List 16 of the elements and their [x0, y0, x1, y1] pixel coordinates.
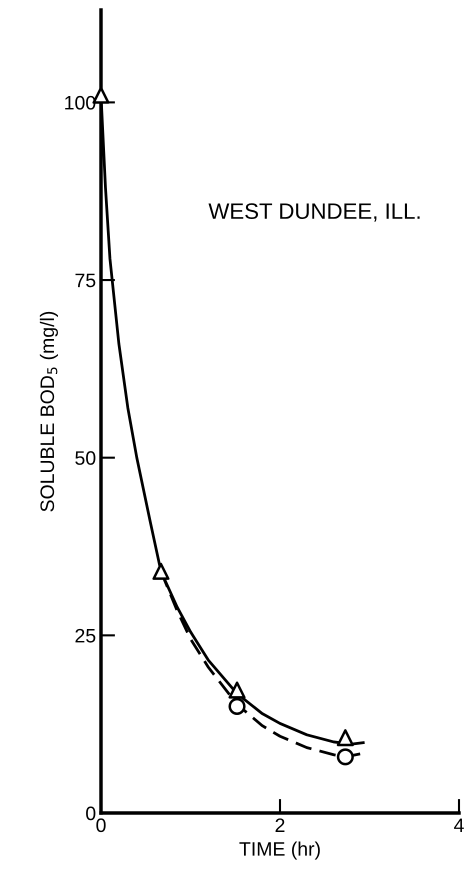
x-tick-label: 0 [96, 818, 106, 832]
point [336, 748, 354, 766]
y-tick-label: 100 [65, 96, 96, 110]
x-tick-label: 2 [276, 818, 284, 832]
point [336, 729, 354, 746]
y-tick-label: 50 [75, 451, 96, 465]
point [152, 562, 170, 580]
point [228, 698, 246, 715]
x-axis-title: TIME (hr) [239, 842, 320, 860]
y-tick-label: 0 [86, 806, 96, 820]
y-axis-title: SOLUBLE BOD$_{5}$ (mg/l) [40, 312, 58, 512]
point [228, 682, 246, 699]
x-tick-label: 4 [454, 818, 464, 832]
annotation: WEST DUNDEE, ILL. [208, 203, 420, 222]
y-tick-label: 25 [75, 628, 96, 643]
y-tick-label: 75 [76, 274, 96, 288]
